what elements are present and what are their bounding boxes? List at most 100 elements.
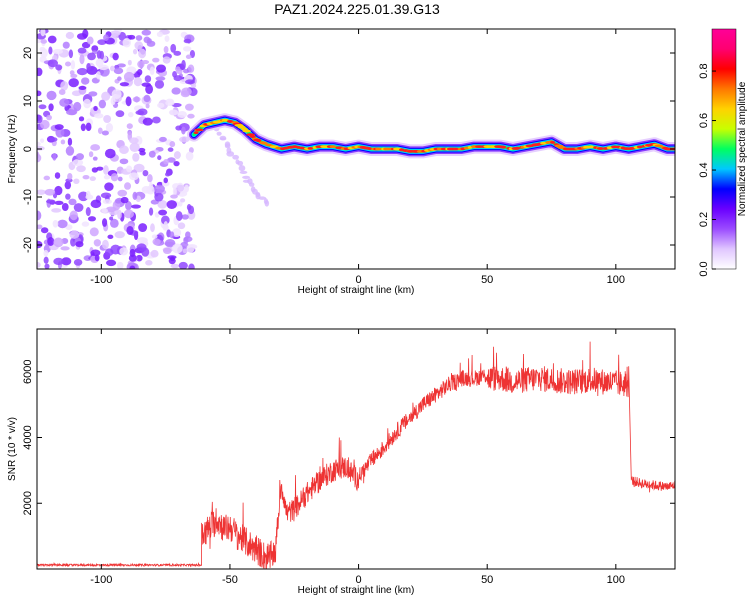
noise-blob xyxy=(60,80,69,91)
snr-x-ticks: -100 -50 0 50 100 xyxy=(90,329,625,586)
noise-blob xyxy=(167,147,174,152)
noise-blob xyxy=(95,58,104,68)
noise-blob xyxy=(47,237,55,246)
noise-blob xyxy=(37,90,42,97)
noise-blob xyxy=(117,176,123,182)
noise-blob xyxy=(37,261,41,268)
ridge-peak xyxy=(366,147,373,151)
noise-blob xyxy=(89,176,96,182)
streak-blob xyxy=(242,175,251,179)
noise-blob xyxy=(150,223,155,233)
noise-blob xyxy=(53,237,64,248)
streak-blob xyxy=(258,196,267,200)
noise-blob xyxy=(180,198,186,203)
noise-blob xyxy=(127,34,136,40)
noise-blob xyxy=(61,257,72,266)
noise-blob xyxy=(134,41,144,50)
noise-blob xyxy=(67,172,73,180)
noise-blob xyxy=(40,119,50,130)
chart-title: PAZ1.2024.225.01.39.G13 xyxy=(274,1,440,17)
noise-blob xyxy=(49,137,58,142)
noise-blob xyxy=(115,199,122,204)
colorbar-tick-label: 0.6 xyxy=(698,113,710,128)
noise-blob xyxy=(141,82,151,87)
noise-blob xyxy=(120,196,129,204)
noise-blob xyxy=(125,96,132,107)
y-tick-label: 10 xyxy=(22,95,34,107)
noise-blob xyxy=(183,237,189,244)
ridge-peak xyxy=(636,145,643,149)
noise-blob xyxy=(67,137,73,146)
noise-blob xyxy=(117,63,126,68)
noise-blob xyxy=(73,259,83,266)
x-tick-label: -50 xyxy=(222,274,238,286)
noise-blob xyxy=(138,48,147,59)
streak-blob xyxy=(219,137,227,141)
streak-blob xyxy=(264,199,270,207)
noise-blob xyxy=(103,115,112,124)
x-tick-label: 0 xyxy=(356,274,362,286)
noise-blob xyxy=(117,209,122,220)
noise-blob xyxy=(119,247,129,256)
noise-blob xyxy=(109,30,121,37)
noise-blob xyxy=(37,189,47,195)
noise-blob xyxy=(91,167,99,173)
streak-blob xyxy=(239,170,248,175)
y-tick-label: 4000 xyxy=(22,425,34,449)
noise-blob xyxy=(115,110,125,118)
noise-blob xyxy=(113,67,124,75)
ridge-peak xyxy=(654,144,664,148)
noise-blob xyxy=(185,231,191,239)
noise-blob xyxy=(145,103,150,109)
snr-y-ticks: 2000 4000 6000 xyxy=(22,359,675,515)
noise-blob xyxy=(127,112,134,118)
noise-blob xyxy=(170,194,178,199)
noise-blob xyxy=(148,181,153,192)
noise-blob xyxy=(112,52,119,61)
noise-blob xyxy=(123,209,134,219)
noise-blob xyxy=(126,165,133,173)
colorbar-tick-label: 0.8 xyxy=(698,63,710,78)
noise-blob xyxy=(69,230,80,239)
noise-blob xyxy=(172,228,182,237)
noise-blob xyxy=(85,206,91,217)
noise-blob xyxy=(129,265,136,269)
noise-blob xyxy=(59,98,70,107)
ridge-peak xyxy=(500,145,507,149)
noise-blob xyxy=(173,151,181,159)
noise-blob xyxy=(111,89,122,99)
noise-blob xyxy=(37,141,41,147)
noise-blob xyxy=(53,257,64,266)
noise-blob xyxy=(181,214,189,220)
x-tick-label: -50 xyxy=(222,574,238,586)
noise-blob xyxy=(191,83,197,89)
noise-blob xyxy=(58,89,66,96)
noise-blob xyxy=(136,254,143,262)
noise-blob xyxy=(185,79,195,85)
noise-blob xyxy=(161,215,170,225)
noise-blob xyxy=(154,184,165,194)
colorbar-tick-label: 0.4 xyxy=(698,162,710,177)
noise-blob xyxy=(175,68,183,75)
noise-blob xyxy=(132,191,138,200)
noise-blob xyxy=(165,100,175,107)
noise-blob xyxy=(37,153,42,163)
noise-blob xyxy=(110,65,115,72)
noise-blob xyxy=(184,184,190,193)
colorbar-tick-label: 0.0 xyxy=(698,261,710,276)
noise-blob xyxy=(37,146,45,151)
y-tick-label: 0 xyxy=(22,146,34,152)
noise-blob xyxy=(148,150,156,158)
spectrogram-y-ticks: -20 -10 0 10 20 xyxy=(22,47,675,253)
noise-blob xyxy=(181,59,186,70)
noise-blob xyxy=(181,87,192,96)
noise-blob xyxy=(46,90,57,101)
noise-blob xyxy=(177,222,186,230)
noise-blob xyxy=(156,64,167,73)
colorbar: 0.0 0.2 0.4 0.6 0.8 Normalized spectral ampl… xyxy=(698,28,748,277)
noise-blob xyxy=(48,103,54,112)
noise-blob xyxy=(43,256,49,264)
noise-blob xyxy=(173,160,180,167)
noise-blob xyxy=(78,191,89,202)
